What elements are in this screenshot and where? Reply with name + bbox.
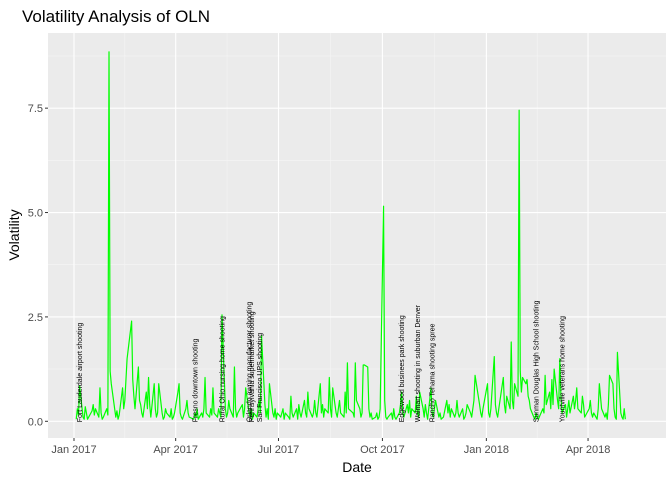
grid-major [48,33,666,438]
x-tick-label: Apr 2017 [153,444,198,456]
annotation-label: Rancho Tehama shooting spree [430,323,437,422]
annotation-label: Rural Ohio nursing home shooting [219,316,226,422]
series-layer [75,51,626,420]
annotation-label: Orlando awning manufacturer shooting [247,302,254,423]
x-tick-label: Oct 2017 [360,444,405,456]
y-tick-label: 0.0 [28,416,43,428]
annotation-label: Yountville veterans home shooting [560,316,567,422]
annotation-label: Fort Lauderdale airport shooting [77,323,84,423]
annotation-label: Pennsylvania supermarket shooting [249,311,256,422]
annotation-layer: Fort Lauderdale airport shooting Fresno d… [77,300,566,422]
grid-minor [48,33,666,438]
y-tick-label: 7.5 [28,103,43,115]
x-tick-label: Jan 2018 [464,444,509,456]
x-axis: Jan 2017 Apr 2017 Jul 2017 Oct 2017 Jan 2018… [51,438,610,456]
y-tick-label: 5.0 [28,208,43,220]
annotation-label: Fresno downtown shooting [192,339,199,423]
annotation-label: Sunman Douglas High School shooting [534,300,541,422]
x-tick-label: Jul 2017 [258,444,300,456]
x-axis-title: Date [342,459,372,475]
annotation-label: Walmart shooting in suburban Denver [415,304,422,422]
series-line [75,51,626,420]
x-tick-label: Apr 2018 [566,444,611,456]
x-tick-label: Jan 2017 [51,444,96,456]
annotation-label: San Francisco UPS shooting [257,333,264,423]
chart-title: Volatility Analysis of OLN [22,7,210,26]
y-tick-label: 2.5 [28,312,43,324]
y-axis-title: Volatility [6,209,22,260]
y-axis: 0.0 2.5 5.0 7.5 [28,103,48,428]
plot-panel [48,33,666,438]
annotation-label: Edgewood businees park shooting [399,315,406,422]
